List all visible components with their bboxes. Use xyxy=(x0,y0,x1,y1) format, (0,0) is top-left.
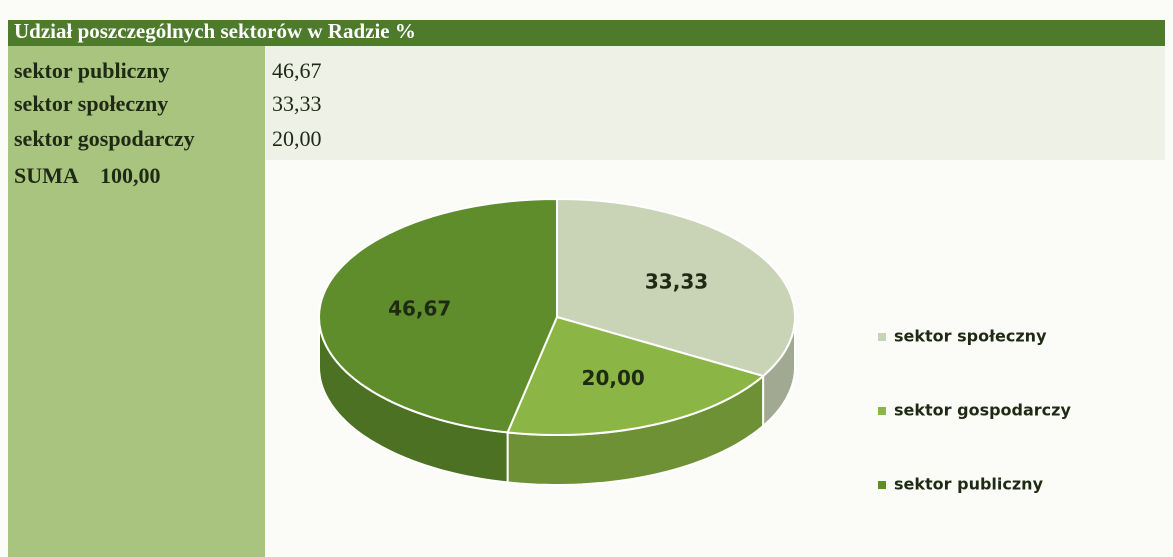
header-title: Udział poszczególnych sektorów w Radzie … xyxy=(14,19,416,43)
legend-label: sektor gospodarczy xyxy=(894,401,1071,420)
table-band xyxy=(265,46,1165,160)
data-label: 33,33 xyxy=(645,269,708,293)
legend-label: sektor społeczny xyxy=(894,327,1047,346)
row-label: sektor społeczny xyxy=(14,91,168,116)
total-value: 100,00 xyxy=(100,163,161,188)
data-label: 46,67 xyxy=(388,296,451,320)
legend-label: sektor publiczny xyxy=(894,475,1044,494)
pie-chart: 33,33 20,00 46,67 sektor społeczny sektor go… xyxy=(318,197,1071,494)
legend-swatch xyxy=(878,333,886,341)
pie-slice xyxy=(506,315,766,437)
legend-swatch xyxy=(878,407,886,415)
left-column xyxy=(8,46,265,557)
data-label: 20,00 xyxy=(582,366,645,390)
row-label: sektor publiczny xyxy=(14,58,169,83)
header-bar xyxy=(8,20,1165,46)
pie-slice xyxy=(556,197,796,378)
table: sektor publiczny 46,67 sektor społeczny 33,… xyxy=(14,58,322,188)
row-value: 33,33 xyxy=(272,91,322,116)
row-value: 20,00 xyxy=(272,126,322,151)
total-label: SUMA xyxy=(14,163,79,188)
row-value: 46,67 xyxy=(272,58,322,83)
pie-slice xyxy=(318,197,558,434)
legend-swatch xyxy=(878,481,886,489)
row-label: sektor gospodarczy xyxy=(14,126,195,151)
